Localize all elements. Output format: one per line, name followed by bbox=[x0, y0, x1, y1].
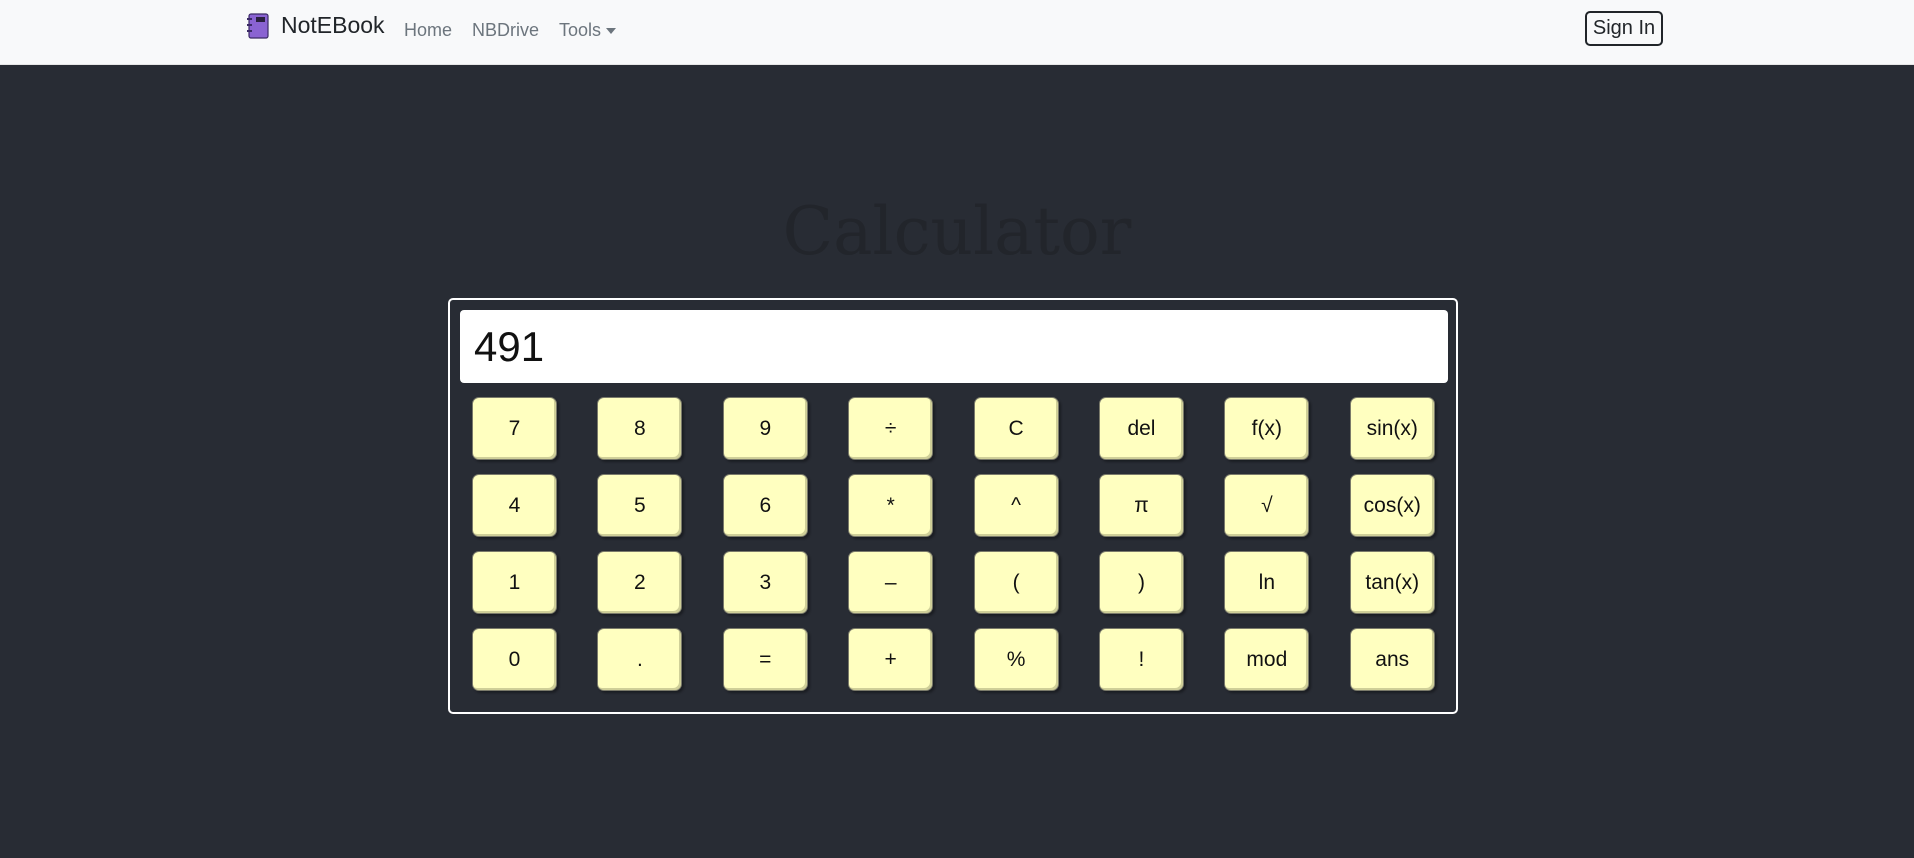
caret-down-icon bbox=[606, 27, 617, 34]
key-delete[interactable]: del bbox=[1098, 397, 1184, 460]
key-sqrt[interactable]: √ bbox=[1224, 474, 1310, 537]
sign-in-button[interactable]: Sign In bbox=[1585, 11, 1663, 46]
key-power[interactable]: ^ bbox=[973, 474, 1059, 537]
key-8[interactable]: 8 bbox=[597, 397, 683, 460]
key-open-paren[interactable]: ( bbox=[973, 551, 1059, 614]
key-0[interactable]: 0 bbox=[472, 628, 557, 691]
key-tan[interactable]: tan(x) bbox=[1349, 551, 1435, 614]
nav-dropdown-tools[interactable]: Tools bbox=[559, 20, 617, 41]
key-sin[interactable]: sin(x) bbox=[1349, 397, 1435, 460]
calculator-keypad: 7 8 9 ÷ C del f(x) sin(x) 4 5 6 * ^ π √ … bbox=[472, 397, 1436, 691]
key-subtract[interactable]: – bbox=[848, 551, 934, 614]
top-navbar: NotEBook Home NBDrive Tools Sign In bbox=[0, 0, 1914, 65]
key-factorial[interactable]: ! bbox=[1098, 628, 1184, 691]
key-decimal[interactable]: . bbox=[597, 628, 683, 691]
key-7[interactable]: 7 bbox=[472, 397, 557, 460]
key-9[interactable]: 9 bbox=[722, 397, 808, 460]
notebook-icon bbox=[247, 12, 269, 39]
nav-links: Home NBDrive Tools bbox=[404, 20, 617, 41]
brand-link[interactable]: NotEBook bbox=[245, 12, 385, 39]
calculator-display[interactable]: 491 bbox=[460, 310, 1448, 383]
key-equals[interactable]: = bbox=[722, 628, 808, 691]
key-percent[interactable]: % bbox=[973, 628, 1059, 691]
key-close-paren[interactable]: ) bbox=[1098, 551, 1184, 614]
calculator: 491 7 8 9 ÷ C del f(x) sin(x) 4 5 6 * ^ … bbox=[448, 298, 1458, 714]
key-multiply[interactable]: * bbox=[848, 474, 934, 537]
key-3[interactable]: 3 bbox=[722, 551, 808, 614]
key-6[interactable]: 6 bbox=[722, 474, 808, 537]
key-mod[interactable]: mod bbox=[1224, 628, 1310, 691]
key-1[interactable]: 1 bbox=[472, 551, 557, 614]
nav-link-nbdrive[interactable]: NBDrive bbox=[472, 20, 540, 40]
key-ln[interactable]: ln bbox=[1224, 551, 1310, 614]
key-pi[interactable]: π bbox=[1098, 474, 1184, 537]
key-clear[interactable]: C bbox=[973, 397, 1059, 460]
key-5[interactable]: 5 bbox=[597, 474, 683, 537]
key-4[interactable]: 4 bbox=[472, 474, 557, 537]
page-title: Calculator bbox=[782, 193, 1132, 270]
brand-name: NotEBook bbox=[281, 12, 385, 38]
key-cos[interactable]: cos(x) bbox=[1349, 474, 1435, 537]
nav-dropdown-tools-label: Tools bbox=[559, 20, 602, 40]
main-content: Calculator 491 7 8 9 ÷ C del f(x) sin(x)… bbox=[0, 65, 1914, 858]
key-2[interactable]: 2 bbox=[597, 551, 683, 614]
nav-link-home[interactable]: Home bbox=[404, 20, 453, 40]
key-divide[interactable]: ÷ bbox=[848, 397, 934, 460]
key-ans[interactable]: ans bbox=[1349, 628, 1435, 691]
key-function[interactable]: f(x) bbox=[1224, 397, 1310, 460]
key-add[interactable]: + bbox=[848, 628, 934, 691]
